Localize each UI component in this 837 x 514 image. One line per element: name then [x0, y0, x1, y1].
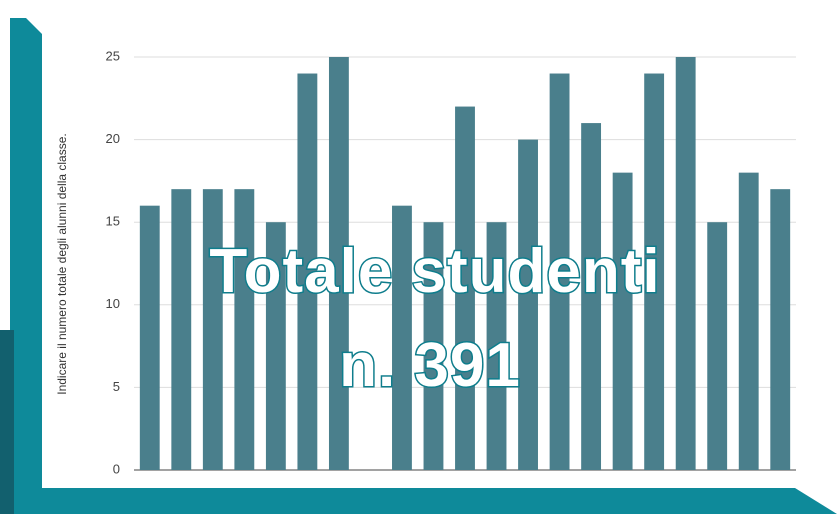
overlay-total: n. 391 [339, 331, 521, 400]
bar [202, 189, 223, 470]
bar [738, 172, 759, 470]
bar [612, 172, 633, 470]
bar [392, 205, 412, 470]
bar [139, 205, 160, 470]
bar [265, 222, 286, 470]
bar [328, 57, 349, 470]
bar [423, 222, 444, 470]
bar [707, 222, 728, 470]
left-block [0, 330, 14, 514]
bottom-band [42, 488, 837, 514]
left-band [10, 18, 42, 514]
bar [518, 139, 538, 470]
bar [234, 189, 255, 470]
overlay-title: Totale studenti [209, 237, 660, 306]
bar [675, 57, 696, 470]
y-tick-label: 5 [113, 379, 120, 394]
bar [171, 189, 192, 470]
bar [581, 123, 602, 470]
y-axis-label: Indicare il numero totale degli alunni d… [55, 133, 69, 395]
y-tick-label: 20 [106, 131, 120, 146]
bar [486, 222, 507, 470]
bar [644, 73, 665, 471]
bar [455, 106, 475, 470]
y-tick-label: 0 [113, 461, 120, 476]
bar [770, 189, 791, 470]
y-tick-label: 25 [106, 48, 120, 63]
bar [549, 73, 570, 471]
y-tick-label: 10 [106, 296, 120, 311]
y-tick-label: 15 [106, 214, 120, 229]
bar [297, 73, 318, 471]
